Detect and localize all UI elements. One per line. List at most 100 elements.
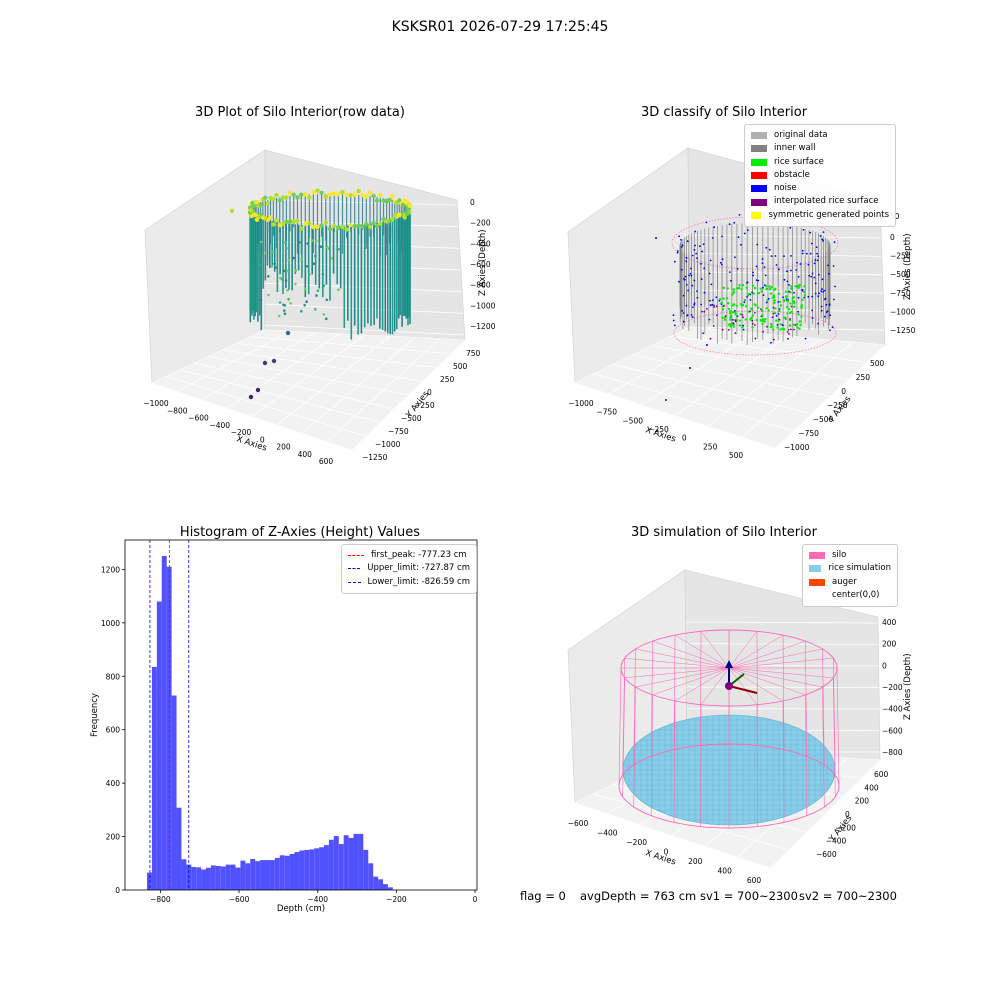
noise-point xyxy=(684,278,686,281)
rice-point xyxy=(798,327,801,330)
rice-point xyxy=(747,292,751,296)
x-tick-label: −200 xyxy=(386,895,407,904)
histogram-bar xyxy=(348,837,354,890)
tick-label: 200 xyxy=(855,797,870,806)
data-point xyxy=(307,195,312,200)
rice-point xyxy=(752,292,755,295)
interpolated-point xyxy=(709,337,712,340)
tick-label: −600 xyxy=(568,819,589,828)
interpolated-point xyxy=(728,329,730,331)
legend-swatch xyxy=(348,581,361,583)
rice-point xyxy=(777,292,781,296)
rice-point xyxy=(750,316,753,320)
noise-point xyxy=(688,274,690,277)
noise-point xyxy=(809,252,812,255)
legend-label: rice surface xyxy=(774,156,824,167)
histogram-bar xyxy=(358,833,364,890)
y-tick-labels: −600 −400 −200 0 200 400 600 xyxy=(816,770,889,859)
noise-point xyxy=(710,283,713,286)
data-point xyxy=(295,195,300,200)
interpolated-point xyxy=(790,328,792,331)
legend-swatch xyxy=(348,555,364,557)
data-point xyxy=(267,293,270,297)
silo-wall-line xyxy=(822,648,825,766)
tick-label: −1000 xyxy=(143,399,169,408)
legend-item-obstacle: obstacle xyxy=(751,169,889,182)
rice-point xyxy=(738,284,741,287)
noise-point xyxy=(673,324,676,327)
legend-label: silo xyxy=(832,550,847,560)
data-point xyxy=(381,216,386,222)
noise-point xyxy=(689,367,691,369)
noise-point xyxy=(742,324,744,327)
silo-wall-line xyxy=(805,641,808,757)
legend-item-lower-limit: Lower_limit: -826.59 cm xyxy=(348,576,470,589)
silo-roof-line xyxy=(728,657,834,669)
interpolated-point xyxy=(766,325,768,328)
rice-point xyxy=(759,318,762,322)
data-point xyxy=(280,195,286,200)
noise-point xyxy=(822,240,824,242)
grid-line xyxy=(574,802,771,869)
y-tick-label: 600 xyxy=(106,726,121,735)
noise-point xyxy=(713,226,716,229)
histogram-bar xyxy=(378,879,384,890)
tick-label: −800 xyxy=(882,748,903,757)
noise-point xyxy=(746,296,748,298)
rice-point xyxy=(723,316,727,319)
data-point xyxy=(303,192,308,197)
panel-raw-3d-title: 3D Plot of Silo Interior(row data) xyxy=(195,105,405,120)
rice-point xyxy=(772,294,775,297)
rice-point xyxy=(778,300,782,304)
data-point xyxy=(284,219,289,225)
rice-point xyxy=(757,291,761,295)
rice-point xyxy=(789,302,792,305)
data-point xyxy=(294,269,297,272)
interpolated-point xyxy=(754,337,757,340)
legend-item-symmetric-generated-points: symmetric generated points xyxy=(751,209,889,222)
rice-point xyxy=(803,285,806,288)
rice-point xyxy=(797,313,800,316)
histogram-bar xyxy=(171,695,177,890)
noise-point xyxy=(823,289,826,292)
grid-line xyxy=(686,686,880,688)
noise-point xyxy=(743,301,746,304)
data-point xyxy=(325,317,328,321)
noise-point xyxy=(686,240,689,243)
data-point xyxy=(303,303,307,307)
noise-point xyxy=(672,314,675,317)
rice-point xyxy=(796,326,799,329)
rice-point xyxy=(760,290,763,293)
noise-point xyxy=(820,309,823,312)
noise-point xyxy=(696,290,698,292)
rice-point xyxy=(729,318,732,321)
interpolated-point xyxy=(721,328,724,331)
noise-point xyxy=(811,309,813,312)
rice-point xyxy=(735,304,738,308)
rice-point xyxy=(800,315,803,318)
legend-item-rice-surface: rice surface xyxy=(751,156,889,169)
noise-point xyxy=(768,248,771,251)
noise-point xyxy=(721,263,723,266)
histogram-bar xyxy=(269,860,275,890)
silo-roof-line xyxy=(652,667,730,696)
noise-point xyxy=(777,313,780,315)
legend-label: auger xyxy=(832,576,857,587)
tick-label: −200 xyxy=(231,428,252,437)
data-point xyxy=(364,222,369,227)
data-point xyxy=(407,203,413,208)
rice-point xyxy=(756,306,760,309)
noise-point xyxy=(689,272,692,275)
rice-point xyxy=(734,313,738,316)
silo-roof-line xyxy=(728,667,806,696)
y-tick-label: 0 xyxy=(115,886,120,895)
data-point xyxy=(319,190,324,196)
noise-point xyxy=(694,244,696,247)
tick-label: 0 xyxy=(882,661,887,670)
noise-point xyxy=(807,295,810,298)
rice-point xyxy=(739,302,743,306)
noise-point xyxy=(728,223,731,226)
noise-point xyxy=(778,268,780,271)
rice-point xyxy=(794,285,797,288)
legend-item-silo: silo xyxy=(809,549,891,562)
